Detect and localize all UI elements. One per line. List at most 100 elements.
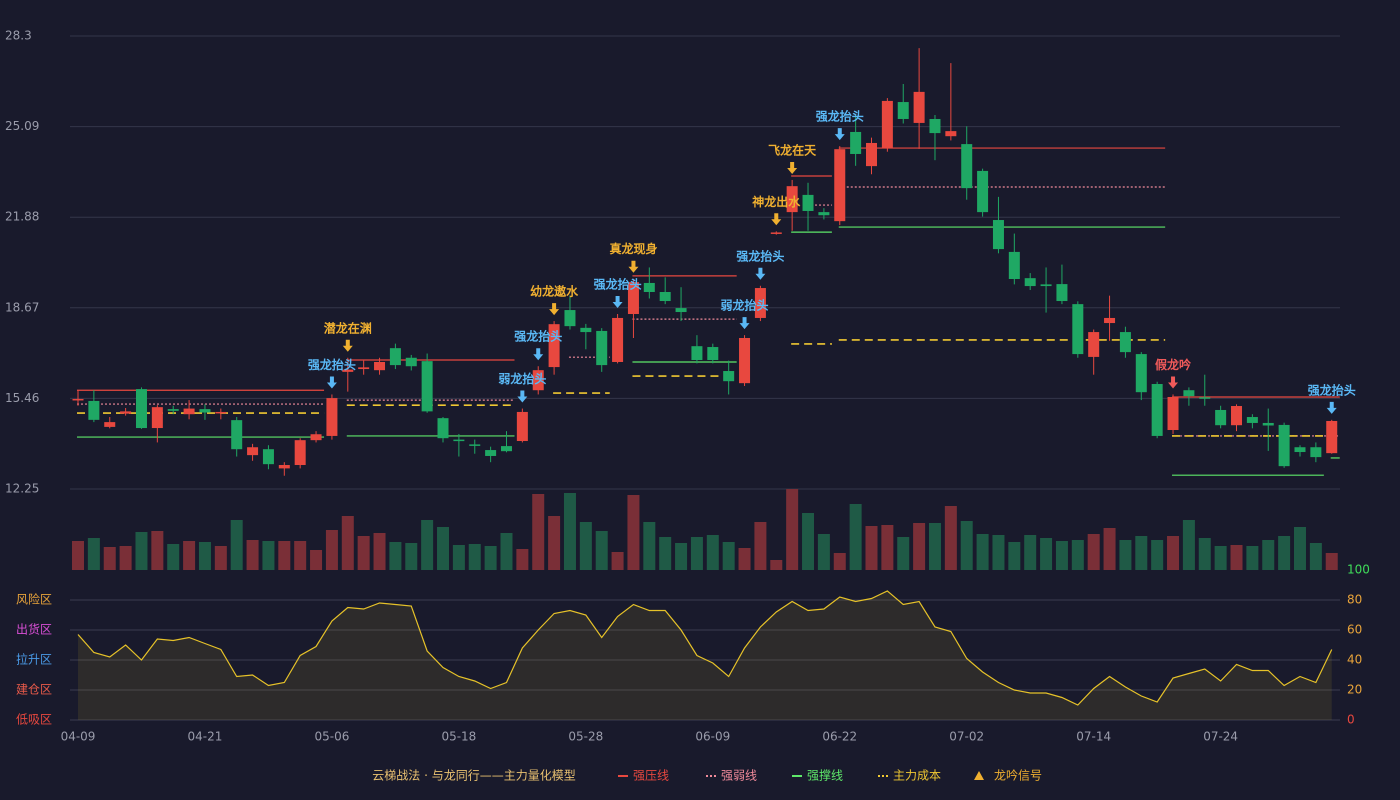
x-tick-label: 04-21 — [188, 730, 223, 744]
volume-bar — [738, 548, 751, 570]
y-tick-label: 12.25 — [5, 482, 39, 496]
candle-body — [120, 411, 132, 414]
candle-body — [691, 346, 703, 361]
candle-body — [72, 398, 84, 401]
signal-arrow — [787, 161, 798, 174]
volume-bar — [198, 542, 211, 570]
volume-bar — [310, 550, 323, 570]
signal-arrow — [612, 296, 623, 309]
volume-bar — [944, 506, 957, 570]
candle-body — [1088, 332, 1100, 357]
volume-bar — [1024, 535, 1037, 570]
y-tick-label: 25.09 — [5, 119, 39, 133]
volume-bar — [802, 513, 815, 570]
volume-bar — [72, 541, 84, 570]
candle-body — [612, 317, 624, 362]
candle-body — [358, 367, 370, 370]
volume-bar — [1008, 542, 1021, 570]
legend-label: 强撑线 — [807, 768, 843, 783]
signal-label: 假龙吟 — [1155, 357, 1191, 372]
volume-bar — [928, 523, 941, 570]
y2-tick-label: 100 — [1347, 563, 1370, 577]
volume-bar — [405, 543, 418, 570]
legend-triangle — [974, 771, 984, 780]
candle-body — [881, 100, 893, 149]
candle-body — [1246, 417, 1258, 423]
candle-body — [739, 338, 751, 384]
legend-label: 主力成本 — [893, 769, 941, 783]
volume-bar — [770, 560, 783, 570]
x-tick-label: 07-02 — [949, 730, 984, 744]
candle-body — [992, 220, 1004, 250]
candle-body — [1040, 284, 1052, 287]
candle-body — [1008, 251, 1020, 280]
signal-arrow — [549, 303, 560, 316]
zone-label: 低吸区 — [16, 713, 52, 727]
signal-arrow — [517, 390, 528, 403]
legend-title: 云梯战法 · 与龙同行——主力量化模型 — [372, 769, 575, 783]
volume-bar — [357, 536, 370, 570]
volume-bar — [437, 527, 450, 570]
signal-label: 神龙出水 — [752, 194, 801, 209]
candle-body — [1215, 409, 1227, 426]
y2-tick-label: 40 — [1347, 653, 1362, 667]
volume-bar — [643, 522, 656, 570]
candle-body — [485, 450, 497, 456]
candle-body — [453, 439, 465, 442]
osc-line — [77, 590, 1333, 706]
volume-bar — [373, 533, 386, 570]
zone-label: 出货区 — [16, 622, 52, 637]
volume-bar — [468, 544, 481, 570]
volume-bar — [1278, 536, 1291, 570]
volume-bar — [960, 521, 973, 570]
volume-bar — [1040, 538, 1053, 570]
zone-label: 风险区 — [16, 592, 52, 607]
volume-bar — [214, 546, 227, 570]
signal-arrow — [1168, 376, 1179, 389]
y-tick-label: 21.88 — [5, 210, 39, 224]
volume-bar — [1182, 520, 1195, 570]
candle-body — [389, 348, 401, 366]
candle-body — [262, 449, 274, 465]
signal-label: 弱龙抬头 — [498, 371, 546, 386]
signal-arrow — [533, 348, 544, 361]
candle-body — [675, 308, 687, 313]
candle-body — [1310, 447, 1322, 458]
candle-body — [850, 131, 862, 154]
candle-body — [580, 327, 592, 333]
candle-body — [897, 102, 909, 119]
volume-bar — [246, 540, 259, 570]
candle-body — [818, 212, 830, 216]
signal-label: 强龙抬头 — [736, 248, 784, 263]
candle-body — [1199, 397, 1211, 399]
volume-bar — [659, 537, 672, 570]
candle-body — [167, 409, 179, 411]
volume-bar — [452, 545, 465, 570]
signal-arrow — [771, 213, 782, 226]
volume-bar — [87, 538, 100, 570]
candle-body — [1024, 278, 1036, 287]
y-tick-label: 18.67 — [5, 300, 39, 314]
volume-bar — [1071, 540, 1084, 570]
signal-arrow — [1326, 401, 1337, 414]
volume-bar — [151, 531, 164, 570]
candle-body — [866, 142, 877, 167]
volume-bar — [294, 541, 307, 570]
candle-body — [1056, 284, 1068, 302]
y2-tick-label: 20 — [1347, 683, 1362, 697]
x-tick-label: 07-24 — [1203, 730, 1238, 744]
volume-bar — [1214, 546, 1227, 570]
candle-body — [929, 118, 941, 134]
candle-body — [770, 232, 782, 234]
volume-bar — [1230, 545, 1243, 570]
volume-bar — [722, 542, 735, 570]
candle-body — [834, 149, 846, 222]
candle-body — [1262, 422, 1274, 426]
candle-body — [786, 186, 798, 213]
candle-body — [627, 282, 639, 315]
volume-bar — [881, 525, 894, 570]
candle-body — [183, 408, 195, 415]
volume-bar — [833, 553, 846, 570]
zone-label: 拉升区 — [16, 652, 52, 667]
